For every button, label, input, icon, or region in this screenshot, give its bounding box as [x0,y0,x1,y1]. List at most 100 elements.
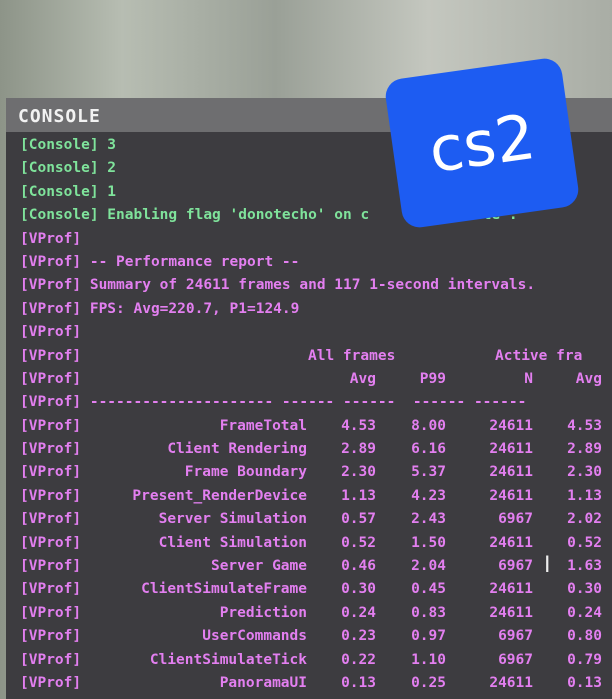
table-cell: 1.13 [341,487,376,504]
table-cell: 5.37 [411,464,446,481]
table-cell: ClientSimulateFrame [141,581,307,598]
console-line: [Console] 3 [20,137,117,153]
column-header: Avg [575,370,602,387]
table-row: [VProf] Server Simulation 0.57 2.43 6967 2.02 [20,508,608,531]
vprof-line: [VProf] [20,228,608,251]
table-cell: 0.25 [411,674,446,691]
vprof-prefix: [VProf] [20,511,82,528]
table-cell: Prediction [219,604,307,621]
table-cell: 0.52 [567,534,602,551]
table-cell: Server Simulation [158,511,307,528]
vprof-prefix: [VProf] [20,324,82,341]
column-header: P99 [419,370,446,387]
table-row: [VProf] FrameTotal 4.53 8.00 24611 4.53 [20,415,608,438]
table-cell: 0.52 [341,534,376,551]
table-cell: 1.63 [567,558,602,575]
table-cell: 2.89 [341,441,376,458]
column-header: Avg [349,370,376,387]
separator: --------------------- ------ ------ ----… [89,394,527,411]
table-cell: 1.13 [567,487,602,504]
table-cell: 6967 [498,628,533,645]
table-cell: 2.30 [567,464,602,481]
console-line: [Console] 2 [20,160,117,177]
table-cell: 0.45 [411,581,446,598]
table-cell: 4.53 [567,417,602,434]
table-cell: 0.13 [567,674,602,691]
table-cell: 2.02 [567,511,602,528]
header-all-frames: All frames [308,347,396,364]
vprof-text: Summary of 24611 frames and 117 1-second… [89,277,536,294]
badge-label: cs2 [424,99,540,187]
vprof-text: -- Performance report -- [89,253,300,270]
table-cell: 0.80 [567,628,602,645]
table-cell: UserCommands [202,628,307,645]
vprof-prefix: [VProf] [20,230,82,247]
table-row: [VProf] Client Rendering 2.89 6.16 24611 2.89 [20,438,608,461]
vprof-prefix: [VProf] [20,253,82,270]
vprof-prefix: [VProf] [20,674,82,691]
console-log[interactable]: [Console] 3 [Console] 2 [Console] 1 [Consol… [20,134,608,695]
vprof-prefix: [VProf] [20,347,82,364]
vprof-prefix: [VProf] [20,604,82,621]
vprof-prefix: [VProf] [20,277,82,294]
table-cell: 0.83 [411,604,446,621]
vprof-prefix: [VProf] [20,651,82,668]
table-cell: 0.22 [341,651,376,668]
header-active-frames: Active fra [495,347,583,364]
table-cell: FrameTotal [219,417,307,434]
table-row: [VProf] Client Simulation 0.52 1.50 24611 0.5… [20,532,608,555]
table-cell: 6967 [498,651,533,668]
table-row: [VProf] UserCommands 0.23 0.97 6967 0.80 [20,625,608,648]
table-cell: 2.89 [567,441,602,458]
table-cell: Server Game [210,558,307,575]
table-cell: 24611 [489,604,533,621]
table-cell: 24611 [489,464,533,481]
table-cell: 6967 [498,511,533,528]
table-cell: 0.30 [341,581,376,598]
table-separator: [VProf] --------------------- ------ ---… [20,391,608,414]
table-row: [VProf] PanoramaUI 0.13 0.25 24611 0.13 [20,672,608,695]
vprof-prefix: [VProf] [20,441,82,458]
console-title: CONSOLE [18,106,101,127]
table-cell: 24611 [489,487,533,504]
table-cell: 1.10 [411,651,446,668]
table-row: [VProf] Present_RenderDevice 1.13 4.23 24611… [20,485,608,508]
table-cell: 24611 [489,674,533,691]
table-cell: 6.16 [411,441,446,458]
table-cell: 8.00 [411,417,446,434]
table-cell: 24611 [489,417,533,434]
column-header: N [524,370,533,387]
table-cell: 0.24 [567,604,602,621]
table-cell: 2.04 [411,558,446,575]
table-cell: 2.43 [411,511,446,528]
vprof-prefix: [VProf] [20,417,82,434]
vprof-prefix: [VProf] [20,370,82,387]
table-cell: 2.30 [341,464,376,481]
table-cell: ClientSimulateTick [149,651,307,668]
table-cell: 0.79 [567,651,602,668]
table-cell: 4.23 [411,487,446,504]
vprof-prefix: [VProf] [20,464,82,481]
vprof-prefix: [VProf] [20,487,82,504]
table-cell: 0.23 [341,628,376,645]
table-group-header: [VProf] All frames Active fra [20,345,608,368]
table-cell: Client Simulation [158,534,307,551]
vprof-prefix: [VProf] [20,558,82,575]
table-cell: 1.50 [411,534,446,551]
table-cell: 0.13 [341,674,376,691]
table-cell: 0.97 [411,628,446,645]
table-row: [VProf] Frame Boundary 2.30 5.37 24611 2.30 [20,461,608,484]
table-cell: 24611 [489,581,533,598]
table-cell: 0.46 [341,558,376,575]
vprof-text: FPS: Avg=220.7, P1=124.9 [89,300,300,317]
table-cell: Present_RenderDevice [132,487,307,504]
vprof-line: [VProf] -- Performance report -- [20,251,608,274]
table-column-header: [VProf] Avg P99 N Avg [20,368,608,391]
vprof-prefix: [VProf] [20,628,82,645]
table-cell: 0.57 [341,511,376,528]
table-cell: 24611 [489,441,533,458]
table-row: [VProf] Prediction 0.24 0.83 24611 0.24 [20,602,608,625]
vprof-prefix: [VProf] [20,394,82,411]
cs2-logo-badge: cs2 [383,56,581,230]
table-cell: Frame Boundary [184,464,307,481]
